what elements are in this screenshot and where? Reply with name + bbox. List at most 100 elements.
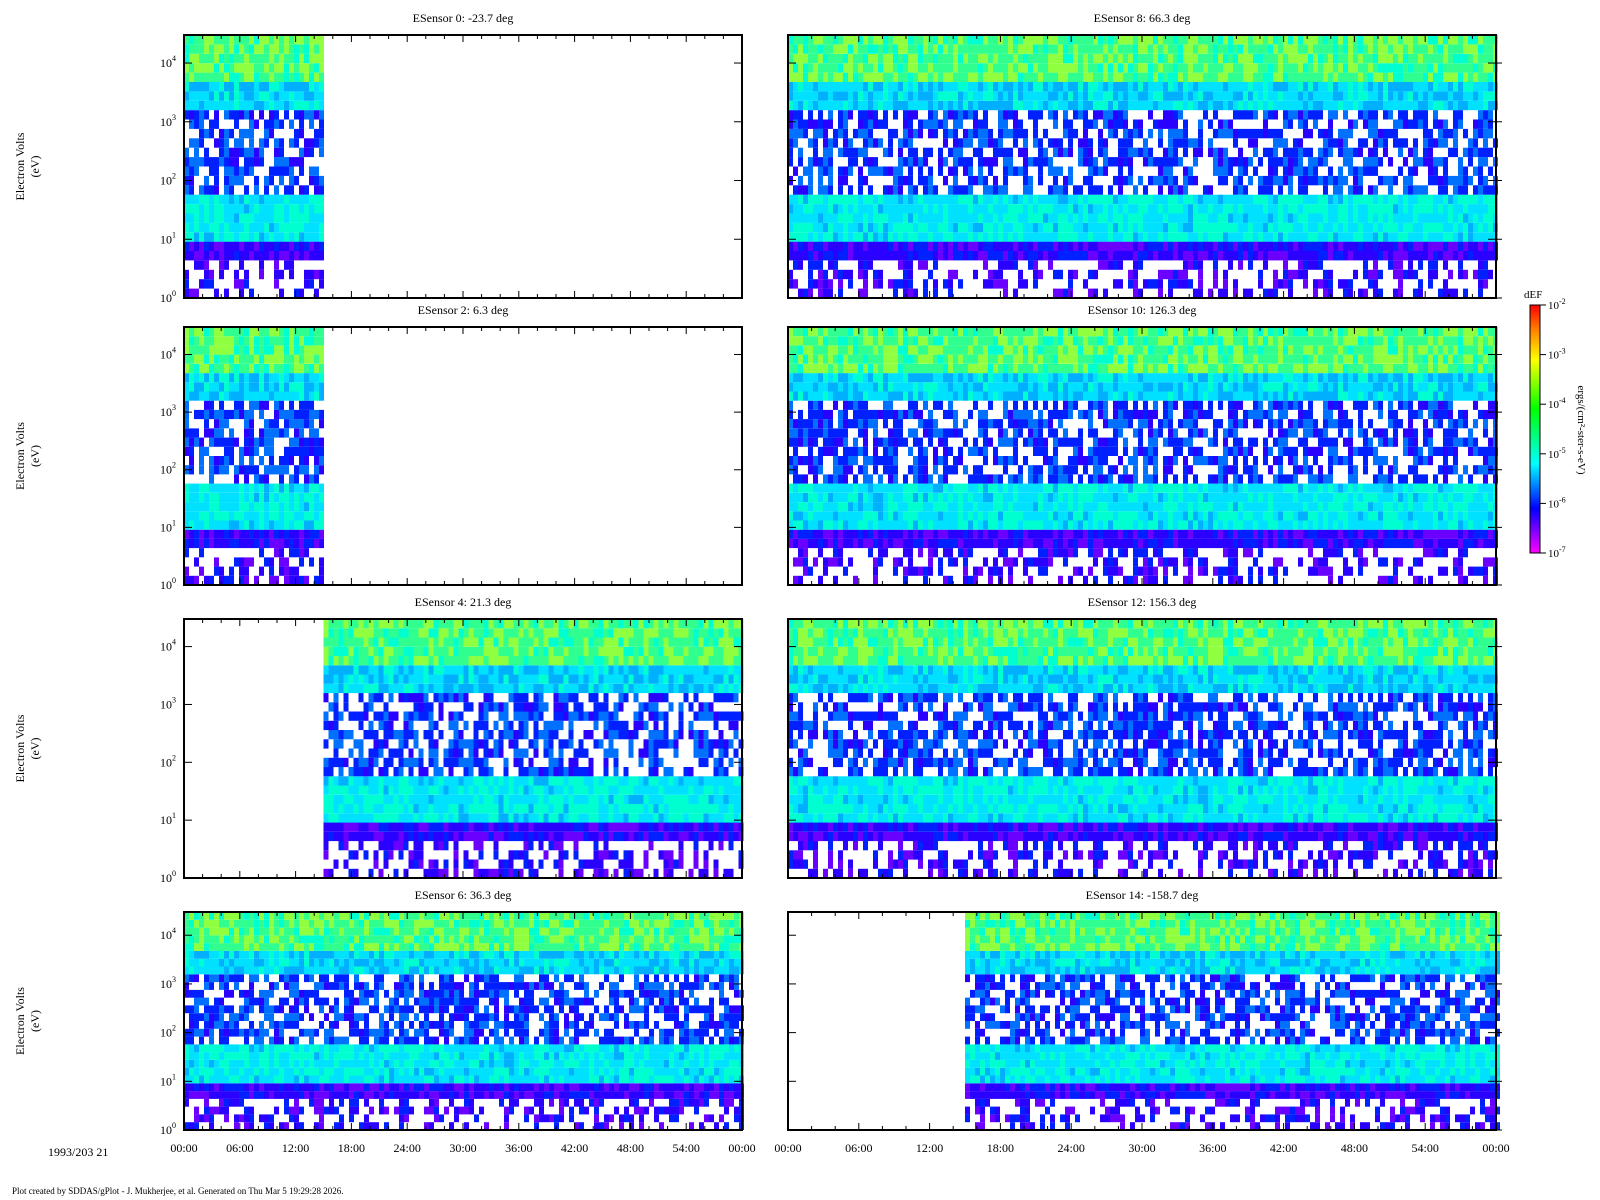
spectrogram-cell (249, 492, 254, 503)
spectrogram-cell (404, 912, 409, 920)
spectrogram-cell (353, 739, 359, 749)
spectrogram-cell (184, 63, 189, 73)
spectrogram-cell (284, 575, 289, 585)
spectrogram-cell (289, 138, 294, 148)
spectrogram-cell (304, 529, 309, 539)
spectrogram-cell (439, 943, 444, 951)
spectrogram-cell (229, 327, 234, 337)
spectrogram-cell (384, 966, 389, 975)
spectrogram-cell (474, 1044, 479, 1053)
spectrogram-cell (388, 841, 394, 851)
spectrogram-cell (294, 251, 299, 261)
spectrogram-cell (184, 1075, 189, 1084)
spectrogram-cell (558, 868, 564, 879)
spectrogram-cell (453, 739, 459, 749)
spectrogram-cell (339, 1075, 344, 1084)
spectrogram-cell (608, 730, 614, 740)
spectrogram-cell (314, 373, 319, 383)
spectrogram-cell (234, 391, 239, 401)
spectrogram-cell (563, 813, 569, 823)
spectrogram-cell (359, 950, 364, 959)
spectrogram-cell (194, 345, 199, 355)
spectrogram-cell (728, 637, 734, 647)
spectrogram-cell (583, 711, 589, 721)
spectrogram-cell (484, 1122, 489, 1130)
spectrogram-cell (364, 1091, 369, 1099)
spectrogram-cell (209, 400, 214, 410)
spectrogram-cell (224, 1059, 229, 1068)
spectrogram-cell (204, 354, 209, 364)
spectrogram-cell (369, 1067, 374, 1076)
spectrogram-cell (239, 950, 244, 959)
spectrogram-cell (194, 1106, 199, 1115)
spectrogram-cell (274, 204, 279, 214)
spectrogram-cell (468, 619, 474, 629)
spectrogram-cell (618, 656, 624, 666)
spectrogram-cell (553, 665, 559, 675)
spectrogram-cell (279, 958, 284, 967)
spectrogram-cell (519, 958, 524, 967)
spectrogram-cell (498, 804, 504, 814)
spectrogram-cell (234, 943, 239, 951)
spectrogram-cell (289, 483, 294, 493)
spectrogram-cell (583, 831, 589, 842)
spectrogram-cell (439, 1075, 444, 1084)
spectrogram-cell (524, 943, 529, 951)
spectrogram-cell (264, 927, 269, 936)
spectrogram-cell (314, 213, 319, 223)
spectrogram-cell (434, 1052, 439, 1060)
spectrogram-cell (289, 185, 294, 195)
spectrogram-cell (603, 804, 609, 814)
spectrogram-cell (284, 1021, 289, 1029)
spectrogram-cell (399, 935, 404, 944)
spectrogram-cell (378, 868, 384, 879)
spectrogram-cell (364, 966, 369, 975)
spectrogram-cell (508, 674, 514, 684)
spectrogram-cell (378, 785, 384, 795)
spectrogram-cell (244, 419, 249, 429)
spectrogram-cell (683, 637, 689, 647)
spectrogram-cell (693, 785, 699, 795)
spectrogram-cell (588, 711, 594, 721)
spectrogram-cell (499, 958, 504, 967)
spectrogram-cell (244, 1036, 249, 1045)
spectrogram-cell (244, 1067, 249, 1076)
spectrogram-cell (209, 345, 214, 355)
spectrogram-cell (488, 693, 494, 703)
spectrogram-cell (299, 529, 304, 539)
spectrogram-cell (309, 474, 314, 484)
spectrogram-cell (284, 185, 289, 195)
spectrogram-cell (289, 35, 294, 45)
spectrogram-cell (648, 646, 654, 657)
spectrogram-cell (199, 529, 204, 539)
spectrogram-cell (219, 232, 224, 242)
spectrogram-cell (294, 446, 299, 456)
spectrogram-cell (423, 683, 429, 694)
spectrogram-cell (304, 919, 309, 928)
spectrogram-cell (184, 1044, 189, 1053)
spectrogram-cell (648, 804, 654, 814)
spectrogram-cell (259, 1044, 264, 1053)
spectrogram-cell (259, 213, 264, 223)
spectrogram-cell (319, 492, 324, 503)
spectrogram-cell (368, 693, 374, 703)
spectrogram-cell (443, 822, 449, 832)
spectrogram-cell (234, 1044, 239, 1053)
spectrogram-cell (269, 1083, 274, 1092)
spectrogram-cell (289, 437, 294, 447)
spectrogram-cell (553, 757, 559, 768)
spectrogram-cell (229, 927, 234, 936)
spectrogram-cell (189, 446, 194, 456)
spectrogram-cell (454, 966, 459, 975)
spectrogram-cell (508, 646, 514, 657)
spectrogram-cell (264, 222, 269, 233)
spectrogram-cell (244, 241, 249, 251)
spectrogram-cell (588, 730, 594, 740)
spectrogram-cell (528, 656, 534, 666)
spectrogram-cell (583, 665, 589, 675)
spectrogram-cell (384, 1067, 389, 1076)
spectrogram-cell (418, 859, 424, 869)
spectrogram-cell (363, 822, 369, 832)
spectrogram-cell (469, 966, 474, 975)
spectrogram-cell (598, 776, 604, 786)
